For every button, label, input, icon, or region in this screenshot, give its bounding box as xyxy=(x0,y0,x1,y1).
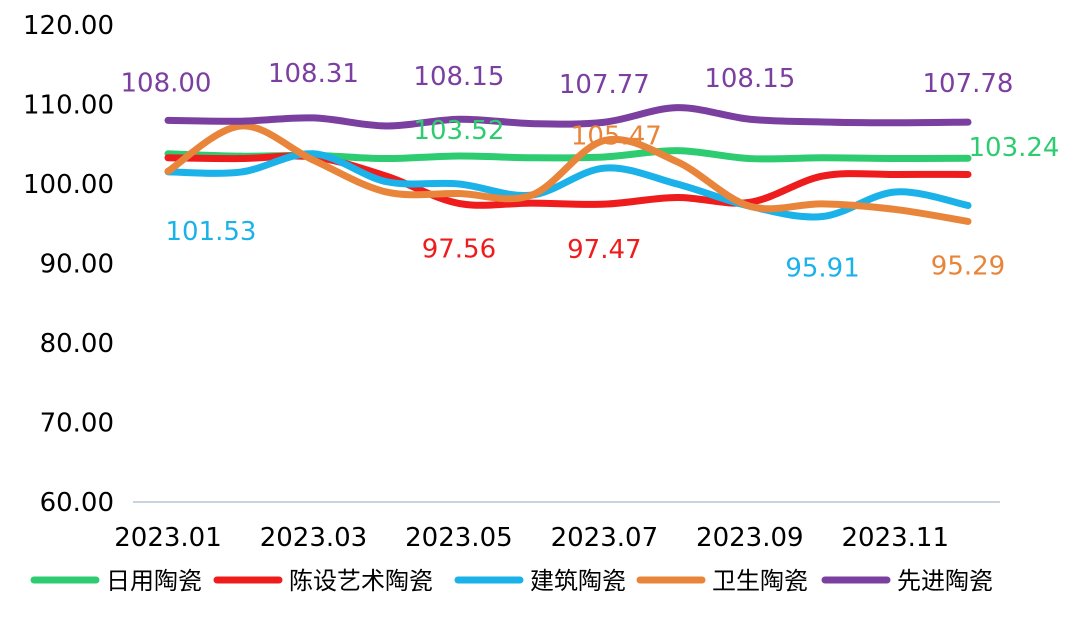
x-tick-label: 2023.07 xyxy=(551,523,659,553)
data-label: 95.29 xyxy=(931,251,1005,281)
data-label: 108.31 xyxy=(268,59,359,89)
legend-label: 先进陶瓷 xyxy=(897,567,993,595)
y-tick-label: 100.00 xyxy=(23,170,114,200)
legend-label: 建筑陶瓷 xyxy=(530,567,626,595)
data-label: 107.77 xyxy=(559,70,650,100)
data-label: 97.47 xyxy=(567,235,641,265)
series-line xyxy=(164,150,972,221)
y-tick-label: 110.00 xyxy=(23,91,114,121)
data-label-layer: 103.52 103.24 97.56 97.47 101.53 95.91 105.47 9… xyxy=(121,59,1060,284)
data-label: 108.00 xyxy=(121,68,212,98)
legend: 日用陶瓷 陈设艺术陶瓷 建筑陶瓷 卫生陶瓷 先进陶瓷 xyxy=(30,567,993,595)
x-tick-label: 2023.09 xyxy=(696,523,804,553)
data-label: 101.53 xyxy=(166,217,257,247)
data-label: 105.47 xyxy=(571,122,662,152)
data-label: 107.78 xyxy=(923,69,1014,99)
legend-label: 陈设艺术陶瓷 xyxy=(289,567,433,595)
x-tick-label: 2023.11 xyxy=(842,523,950,553)
y-tick-label: 80.00 xyxy=(40,329,114,359)
x-tick-label: 2023.03 xyxy=(260,523,368,553)
x-tick-label: 2023.01 xyxy=(114,523,222,553)
y-tick-label: 70.00 xyxy=(40,409,114,439)
axis-layer: 60.00 70.00 80.00 90.00 100.00 110.00 120.00 20… xyxy=(23,11,1000,553)
series-layer xyxy=(164,104,972,225)
legend-label: 卫生陶瓷 xyxy=(712,567,808,595)
series-line xyxy=(164,122,972,225)
legend-label: 日用陶瓷 xyxy=(106,567,202,595)
data-label: 95.91 xyxy=(785,254,859,284)
y-tick-label: 90.00 xyxy=(40,250,114,280)
data-label: 97.56 xyxy=(422,234,496,264)
x-tick-label: 2023.05 xyxy=(405,523,513,553)
data-label: 108.15 xyxy=(413,62,504,92)
data-label: 103.24 xyxy=(969,133,1060,163)
data-label: 108.15 xyxy=(704,64,795,94)
series-line xyxy=(164,104,972,130)
y-tick-label: 60.00 xyxy=(40,488,114,518)
data-label: 103.52 xyxy=(413,116,504,146)
y-tick-label: 120.00 xyxy=(23,11,114,41)
